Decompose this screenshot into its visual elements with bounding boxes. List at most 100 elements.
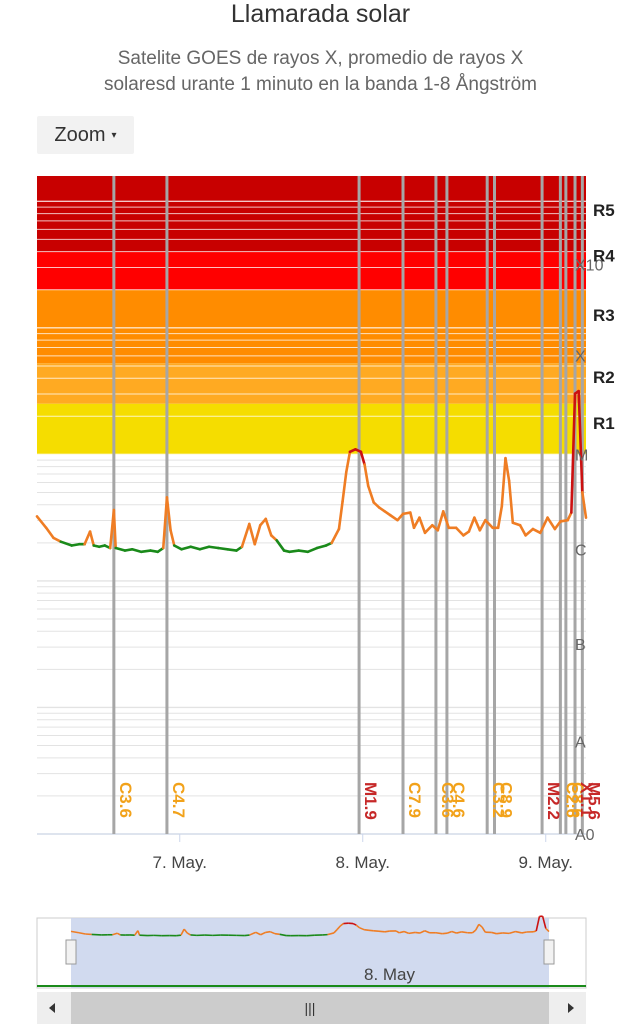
scroll-right-icon[interactable] <box>568 1003 574 1013</box>
navigator-flux-segment <box>78 931 86 935</box>
navigator-selection[interactable] <box>71 918 549 988</box>
flux-segment <box>524 527 535 537</box>
navigator-flux-segment <box>545 927 550 933</box>
navigator-flux-segment <box>70 930 80 934</box>
flux-segment <box>240 522 251 549</box>
navigator-flux-segment <box>415 931 421 934</box>
navigator-handle-left[interactable] <box>65 939 77 965</box>
navigator-label: 8. May <box>364 965 416 984</box>
x-tick-label: 8. May. <box>335 853 389 872</box>
flare-label: M2.2 <box>544 782 563 820</box>
chart-title: Llamarada solar <box>230 0 411 28</box>
flux-segment <box>198 545 211 551</box>
flare-label: C3.6 <box>116 782 135 818</box>
flux-segment <box>441 510 451 530</box>
navigator-flux-segment <box>255 931 261 936</box>
navigator-flux-segment <box>515 930 523 934</box>
class-label: A0 <box>575 827 595 844</box>
navigator[interactable]: 8. May ||| <box>36 915 587 1024</box>
flux-segment <box>546 516 557 531</box>
zoom-button[interactable]: Zoom ▾ <box>37 116 134 154</box>
band-r4 <box>37 251 586 290</box>
navigator-flux-segment <box>491 931 497 935</box>
navigator-flux-segment <box>435 931 443 935</box>
scrollbar-thumb[interactable] <box>71 992 549 1024</box>
navigator-flux-segment <box>274 932 280 936</box>
navigator-flux-segment <box>451 930 457 934</box>
flare-label: C3.6 <box>438 782 457 818</box>
class-label: B <box>575 637 586 654</box>
navigator-flux-segment <box>269 930 276 935</box>
class-label: C <box>575 542 587 559</box>
flare-label: C2.6 <box>562 782 581 818</box>
navigator-flux-segment <box>265 930 271 934</box>
flux-segment <box>581 491 588 519</box>
flux-segment <box>52 536 63 543</box>
flux-segment <box>388 513 399 522</box>
navigator-flux-segment <box>478 923 483 928</box>
flux-segment <box>518 523 527 537</box>
navigator-handle-right[interactable] <box>543 939 555 965</box>
flare-label: C4.6 <box>449 782 468 818</box>
flux-segment <box>297 549 310 554</box>
radio-scale-label: R3 <box>593 306 615 325</box>
flux-segment <box>88 530 96 547</box>
axis-labels: A0 A B C M X X10 R5 R4 R3 R2 R1 7. May. 8. May. 9. May… <box>116 201 615 872</box>
navigator-flux-segment <box>508 930 516 935</box>
navigator-flux-segment <box>183 928 188 934</box>
scrollbar-grip-icon: ||| <box>305 1000 316 1016</box>
flux-segment <box>216 546 229 551</box>
navigator-flux-segment <box>112 932 118 936</box>
navigator-flux-segment <box>521 931 527 934</box>
navigator-flux-segment <box>339 922 344 927</box>
flux-segment <box>264 517 273 537</box>
zoom-label: Zoom <box>54 123 106 146</box>
navigator-flux-segment <box>532 930 537 933</box>
navigator-flux-segment <box>279 933 287 937</box>
radio-scale-label: R5 <box>593 201 615 220</box>
navigator-flux-segment <box>186 932 191 936</box>
navigator-flux-segment <box>475 923 480 931</box>
navigator-flux-segment <box>249 931 257 936</box>
class-label: M <box>575 447 588 464</box>
navigator-flux-segment <box>359 926 365 931</box>
flux-segment <box>288 549 300 554</box>
band-r1 <box>37 403 586 455</box>
navigator-flux-segment <box>419 930 426 934</box>
class-label: X10 <box>575 258 604 275</box>
flux-segment <box>484 518 494 530</box>
navigator-flux-segment <box>137 930 141 936</box>
navigator-flux-segment <box>399 930 405 934</box>
flare-label: C8.9 <box>497 782 516 818</box>
flux-segment <box>114 546 127 552</box>
navigator-flux-segment <box>403 930 410 935</box>
flux-segment <box>44 526 55 540</box>
radio-scale-label: R2 <box>593 368 615 387</box>
flux-segment <box>423 523 434 535</box>
scroll-left-icon[interactable] <box>49 1003 55 1013</box>
navigator-flux-segment <box>472 929 477 934</box>
class-label: A <box>575 735 586 752</box>
navigator-flux-segment <box>352 922 357 926</box>
navigator-flux-segment <box>446 930 453 934</box>
flux-segment <box>478 518 487 532</box>
flare-label: M1.9 <box>361 782 380 820</box>
flux-segment <box>363 463 370 488</box>
flux-segment <box>330 527 341 545</box>
flux-segment <box>180 545 193 551</box>
flux-segment <box>189 545 202 551</box>
flux-segment <box>553 520 562 531</box>
flux-segment <box>172 544 183 551</box>
flux-segment <box>473 516 482 532</box>
flux-segment <box>507 479 515 525</box>
band-r3 <box>37 289 586 328</box>
navigator-flux-segment <box>260 931 266 936</box>
flare-label: X1.1 <box>577 782 596 817</box>
flux-segment <box>341 470 348 503</box>
flux-segment <box>436 510 445 532</box>
flux-segment <box>140 549 152 554</box>
flux-segment <box>467 516 476 533</box>
flux-segment <box>247 522 257 546</box>
flare-label: M5.6 <box>584 782 603 820</box>
flux-segment <box>169 529 176 547</box>
